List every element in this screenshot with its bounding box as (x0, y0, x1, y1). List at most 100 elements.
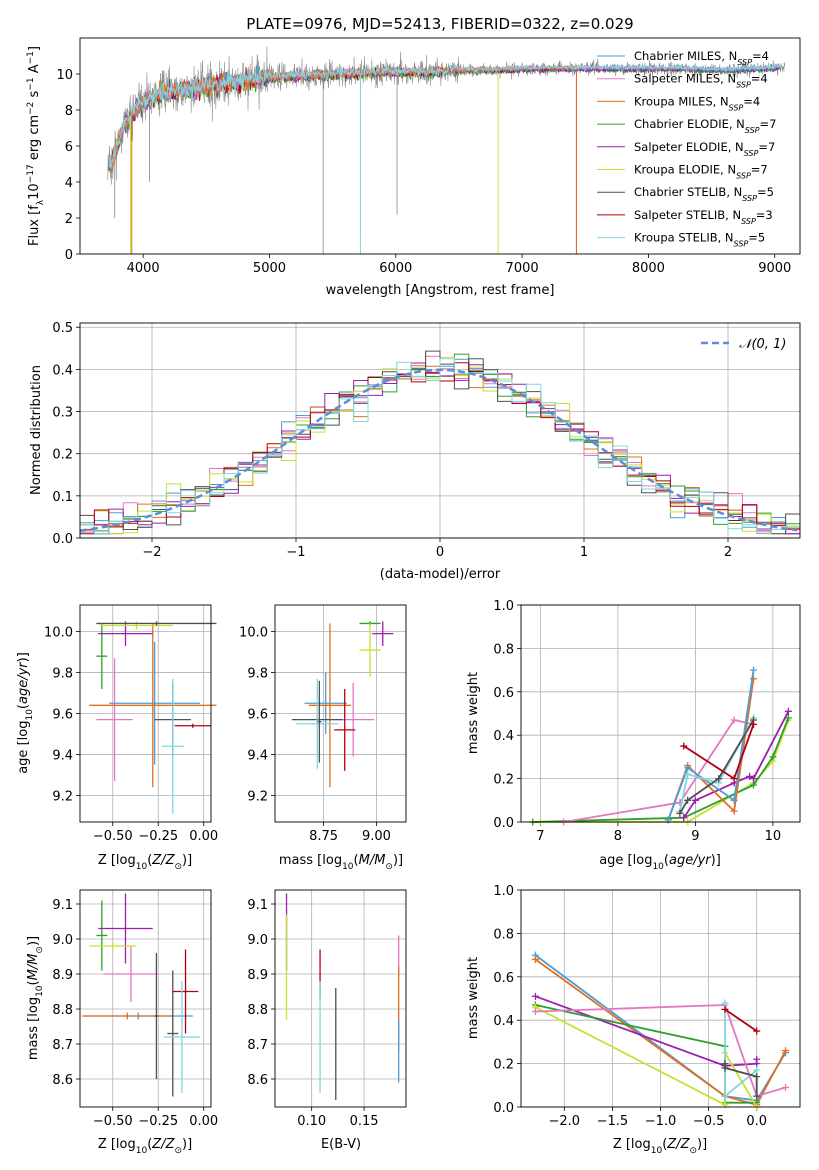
weight-line-se (535, 995, 758, 1067)
weight-marker (684, 770, 692, 778)
legend-label: Salpeter STELIB, NSSP=3 (634, 208, 773, 226)
x-tick-label: −1.5 (597, 1114, 629, 1129)
y-tick-label: 8.9 (247, 968, 268, 983)
y-tick-label: 0.8 (493, 642, 514, 657)
weight-marker (753, 1092, 761, 1100)
y-tick-label: 0.6 (493, 971, 514, 986)
x-tick-label: 0.0 (746, 1114, 767, 1129)
legend-label-text: Kroupa ELODIE, N (634, 163, 736, 177)
legend-label-sub: SSP (729, 103, 744, 112)
label-part: mass [log (279, 853, 342, 868)
x-axis-label: E(B-V) (321, 1137, 361, 1152)
label-part: −17 (26, 164, 36, 183)
y-tick-label: 8 (65, 104, 73, 119)
legend-label: Salpeter MILES, NSSP=4 (634, 72, 768, 90)
axes-age_vs_mass: 8.75 9.00 9.2 9.4 9.6 9.8 10.0 (239, 605, 406, 844)
y-tick-label: 8.6 (247, 1073, 268, 1088)
label-part: )] (26, 936, 41, 946)
x-axis-label: Z [log10(Z/Z⊙)] (98, 853, 192, 872)
label-part: age/yr (16, 661, 31, 704)
x-tick-label: 6000 (379, 261, 412, 276)
x-tick-label: 0.10 (297, 1114, 326, 1129)
legend-label-text: Chabrier ELODIE, N (634, 117, 745, 131)
x-tick-label: 7 (536, 829, 544, 844)
weight-marker (721, 999, 729, 1007)
label-part: 10 (35, 985, 45, 997)
y-tick-label: 10.0 (239, 626, 268, 641)
y-tick-label: 0.5 (52, 321, 73, 336)
label-part: ( (664, 853, 669, 868)
x-axis-label: mass [log10(M/M⊙)] (279, 853, 403, 872)
y-tick-label: 0.6 (493, 686, 514, 701)
y-tick-label: 10 (56, 68, 73, 83)
label-part: −1 (26, 51, 36, 64)
legend-label-suffix: =5 (748, 231, 765, 245)
x-tick-label: −2.0 (549, 1114, 581, 1129)
legend-label-text: Chabrier MILES, N (634, 49, 737, 63)
weight-line-ss (724, 1008, 758, 1032)
x-tick-label: 5000 (253, 261, 286, 276)
label-part: Z [log (98, 853, 136, 868)
y-tick-label: 0.1 (52, 490, 73, 505)
y-tick-label: 9.4 (247, 748, 268, 763)
label-part: 10 (651, 1146, 663, 1156)
legend-label-text: Chabrier STELIB, N (634, 185, 742, 199)
label-part: Z [log (98, 1137, 136, 1152)
label-part: Z/Z (151, 1137, 175, 1152)
spectrum-frame (79, 37, 801, 255)
x-axis-label: wavelength [Angstrom, rest frame] (326, 283, 555, 298)
y-tick-label: 0.0 (493, 816, 514, 831)
label-part: Z/Z (666, 1137, 690, 1152)
normal-curve (79, 368, 798, 532)
legend-label-suffix: =5 (757, 185, 774, 199)
legend-label-suffix: =7 (760, 117, 777, 131)
y-axis-label: mass [log10(M/M⊙)] (26, 936, 45, 1060)
x-axis-label: Z [log10(Z/Z⊙)] (98, 1137, 192, 1156)
y-tick-label: 0.8 (493, 927, 514, 942)
label-part: 10 (342, 862, 354, 872)
legend-label-suffix: =4 (743, 94, 760, 108)
weight-marker (730, 796, 738, 804)
legend-label-text: Salpeter ELODIE, N (634, 140, 744, 154)
weight-marker (531, 1008, 539, 1016)
x-tick-label: 0.00 (189, 1114, 218, 1129)
label-part: 10 (652, 862, 664, 872)
weight-marker (750, 775, 757, 783)
axes-spectrum: 4000 5000 6000 7000 8000 9000 0 2 4 6 8 10 (56, 68, 791, 276)
weight-marker (746, 772, 754, 780)
mass_vs_Z-frame (79, 889, 212, 1108)
label-part: ⊙ (689, 1146, 697, 1156)
x-tick-label: 9.00 (362, 829, 391, 844)
label-part: −1 (26, 77, 36, 90)
x-tick-label: −0.5 (693, 1114, 725, 1129)
legend-label-suffix: =4 (752, 49, 769, 63)
weight-line-km (534, 958, 787, 1106)
label-part: Z/Z (151, 853, 175, 868)
weight-marker (680, 814, 688, 822)
weight-marker (753, 1027, 761, 1035)
legend-label-text: Kroupa MILES, N (634, 94, 729, 108)
weight-marker (531, 955, 539, 963)
y-tick-label: 8.8 (247, 1003, 268, 1018)
y-axis-label: mass weight (466, 957, 481, 1039)
label-part: M/M (26, 954, 41, 981)
age_vs_mass-frame (274, 604, 407, 823)
legend-label-suffix: =3 (756, 208, 773, 222)
x-tick-label: −0.50 (93, 829, 133, 844)
y-tick-label: 9.1 (247, 898, 268, 913)
legend-label: Kroupa STELIB, NSSP=5 (634, 231, 765, 249)
y-axis-label: Flux [fλ10−17 erg cm−2 s−1 A−1] (26, 46, 46, 246)
model-line-ks (108, 62, 782, 169)
y-tick-label: 2 (65, 212, 73, 227)
label-part: ( (26, 980, 41, 985)
legend-label-suffix: =7 (758, 140, 775, 154)
label-part: ⊙ (174, 862, 182, 872)
label-part: age/yr (669, 853, 712, 868)
chart-layer: 4000 5000 6000 7000 8000 90000246810Chabrier … (16, 37, 801, 1156)
legend-label-text: Salpeter STELIB, N (634, 208, 741, 222)
weight-marker (784, 714, 792, 722)
x-tick-label: 8.75 (309, 829, 338, 844)
label-part: 10 (25, 709, 35, 721)
weight-marker (750, 675, 757, 683)
weight-marker (531, 992, 539, 1000)
